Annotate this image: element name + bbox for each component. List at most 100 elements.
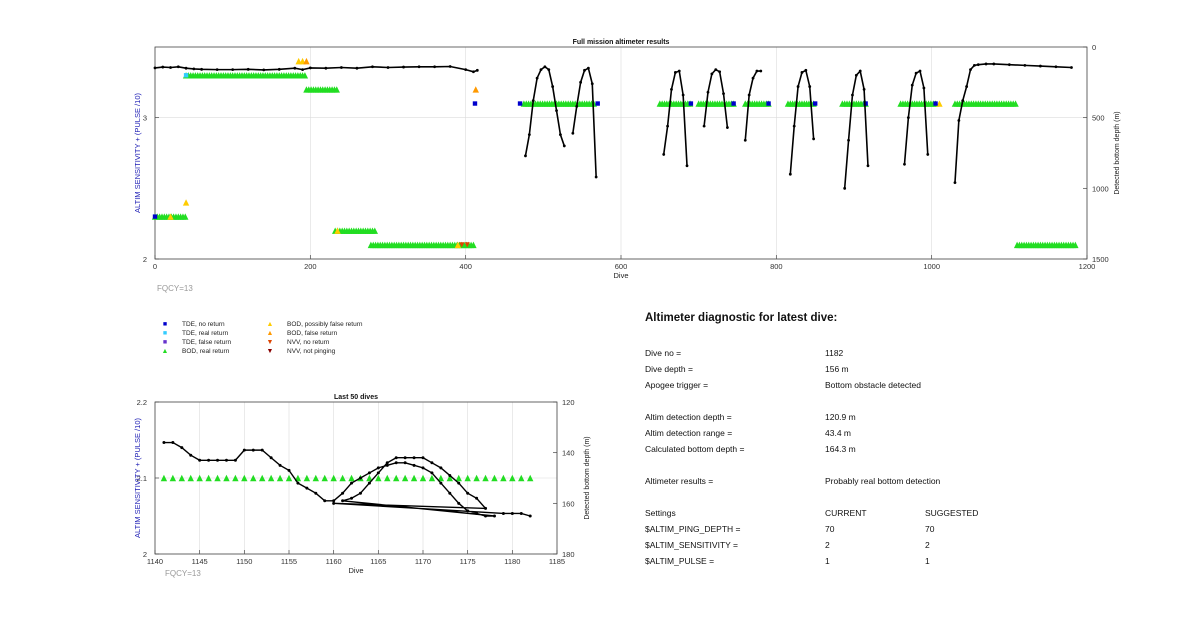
- x-tick-label: 1170: [415, 557, 431, 566]
- triangle-up-legend-icon: ▲: [266, 321, 274, 328]
- depth-trace-point: [685, 164, 689, 168]
- bod-real-return-marker: [182, 213, 189, 220]
- depth-trace-point: [562, 144, 566, 148]
- legend-label: NVV, not pinging: [287, 348, 336, 355]
- depth-trace-point: [332, 501, 336, 505]
- bod-real-return-marker: [464, 474, 471, 482]
- depth-trace-point: [804, 68, 808, 72]
- x-tick-label: 1145: [192, 557, 208, 566]
- bod-real-return-marker: [267, 474, 275, 482]
- settings-suggested: 70: [925, 524, 935, 534]
- bod-real-return-marker: [1072, 241, 1079, 249]
- depth-trace-point: [702, 124, 706, 128]
- settings-current: 1: [825, 556, 830, 566]
- bod-real-return-marker: [1012, 100, 1019, 107]
- diagnostic-key: Dive depth =: [645, 364, 693, 374]
- depth-trace-point: [448, 473, 452, 477]
- diagnostic-value: Bottom obstacle detected: [825, 380, 921, 390]
- depth-trace-point: [242, 448, 246, 452]
- depth-trace-point: [984, 62, 988, 66]
- depth-trace-point: [386, 66, 390, 69]
- depth-trace-point: [726, 126, 729, 129]
- bod-real-return-marker: [214, 474, 221, 482]
- depth-trace-point: [296, 481, 300, 485]
- bod-real-return-marker: [470, 241, 477, 249]
- depth-trace-point: [961, 99, 965, 103]
- diagnostic-value: 164.3 m: [825, 444, 856, 454]
- depth-trace-point: [555, 109, 558, 112]
- y-tick-label: 2: [143, 255, 147, 264]
- depth-trace-line: [662, 69, 688, 166]
- depth-trace-point: [510, 511, 514, 515]
- bod-real-return-marker: [527, 474, 534, 482]
- depth-trace-point: [796, 85, 800, 88]
- depth-trace-point: [161, 65, 165, 69]
- tde-no-return-marker: [933, 101, 938, 106]
- depth-trace-point: [571, 131, 575, 135]
- depth-trace-point: [448, 65, 452, 68]
- diagnostic-value: Probably real bottom detection: [825, 476, 941, 486]
- depth-trace-point: [176, 65, 180, 69]
- depth-trace-point: [743, 138, 747, 142]
- depth-trace-point: [403, 456, 407, 460]
- depth-trace-point: [953, 181, 957, 185]
- depth-trace-point: [192, 67, 196, 71]
- depth-trace-point: [421, 456, 425, 460]
- depth-trace-point: [475, 511, 479, 515]
- depth-trace-point: [184, 66, 188, 70]
- y-right-tick-label: 1500: [1092, 255, 1109, 264]
- plot-frame: [154, 401, 558, 555]
- settings-key: $ALTIM_SENSITIVITY =: [645, 540, 738, 550]
- square-legend-icon: ■: [162, 339, 168, 346]
- bod-real-return-marker: [259, 474, 266, 482]
- settings-key: $ALTIM_PULSE =: [645, 556, 715, 566]
- depth-trace-point: [808, 85, 812, 88]
- depth-trace-point: [466, 509, 470, 513]
- depth-trace-line: [154, 65, 478, 73]
- depth-trace-point: [153, 66, 157, 70]
- depth-trace-point: [358, 476, 362, 480]
- diagnostic-row: Dive depth = 156 m: [645, 364, 1165, 376]
- x-tick-label: 0: [153, 262, 157, 271]
- x-tick-label: 1200: [1079, 262, 1096, 271]
- depth-trace-point: [457, 501, 461, 505]
- depth-trace-point: [583, 68, 586, 72]
- depth-trace-point: [385, 461, 389, 465]
- diagnostic-row: Altimeter results = Probably real bottom…: [645, 476, 1165, 488]
- depth-trace-point: [472, 70, 475, 74]
- x-tick-label: 800: [770, 262, 783, 271]
- diagnostic-row: Altim detection range = 43.4 m: [645, 428, 1165, 440]
- depth-trace-point: [547, 68, 551, 72]
- depth-trace-point: [788, 172, 792, 176]
- depth-trace-point: [722, 92, 725, 96]
- tde-real-return-marker: [183, 73, 189, 78]
- depth-trace-point: [448, 491, 452, 495]
- depth-trace-point: [972, 63, 976, 67]
- depth-trace-point: [484, 506, 488, 510]
- x-tick-label: 1155: [281, 557, 297, 566]
- depth-trace-point: [305, 486, 309, 490]
- tde-no-return-marker: [863, 101, 868, 106]
- legend-label: TDE, false return: [182, 339, 232, 346]
- depth-trace-point: [969, 68, 972, 72]
- x-tick-label: 1000: [923, 262, 940, 271]
- triangle-up-legend-icon: ▲: [266, 330, 274, 337]
- depth-trace-point: [710, 72, 714, 76]
- depth-trace-point: [341, 499, 345, 503]
- settings-key: Settings: [645, 508, 676, 518]
- depth-trace-line: [703, 68, 729, 128]
- depth-trace-point: [866, 164, 870, 168]
- depth-trace-point: [575, 104, 579, 108]
- bod-possibly-false-marker: [182, 199, 190, 206]
- y-right-tick-label: 500: [1092, 114, 1105, 123]
- bod-possibly-false-marker: [167, 213, 174, 220]
- bod-real-return-marker: [371, 227, 378, 234]
- depth-trace-point: [903, 162, 906, 166]
- depth-trace-point: [355, 66, 359, 70]
- diagnostic-value: 43.4 m: [825, 428, 851, 438]
- depth-trace-point: [262, 68, 266, 72]
- plot-frame: [154, 46, 1088, 260]
- depth-trace-point: [918, 69, 922, 73]
- y-axis-label-right: Detected bottom depth (m): [1114, 111, 1121, 194]
- settings-current: 70: [825, 524, 835, 534]
